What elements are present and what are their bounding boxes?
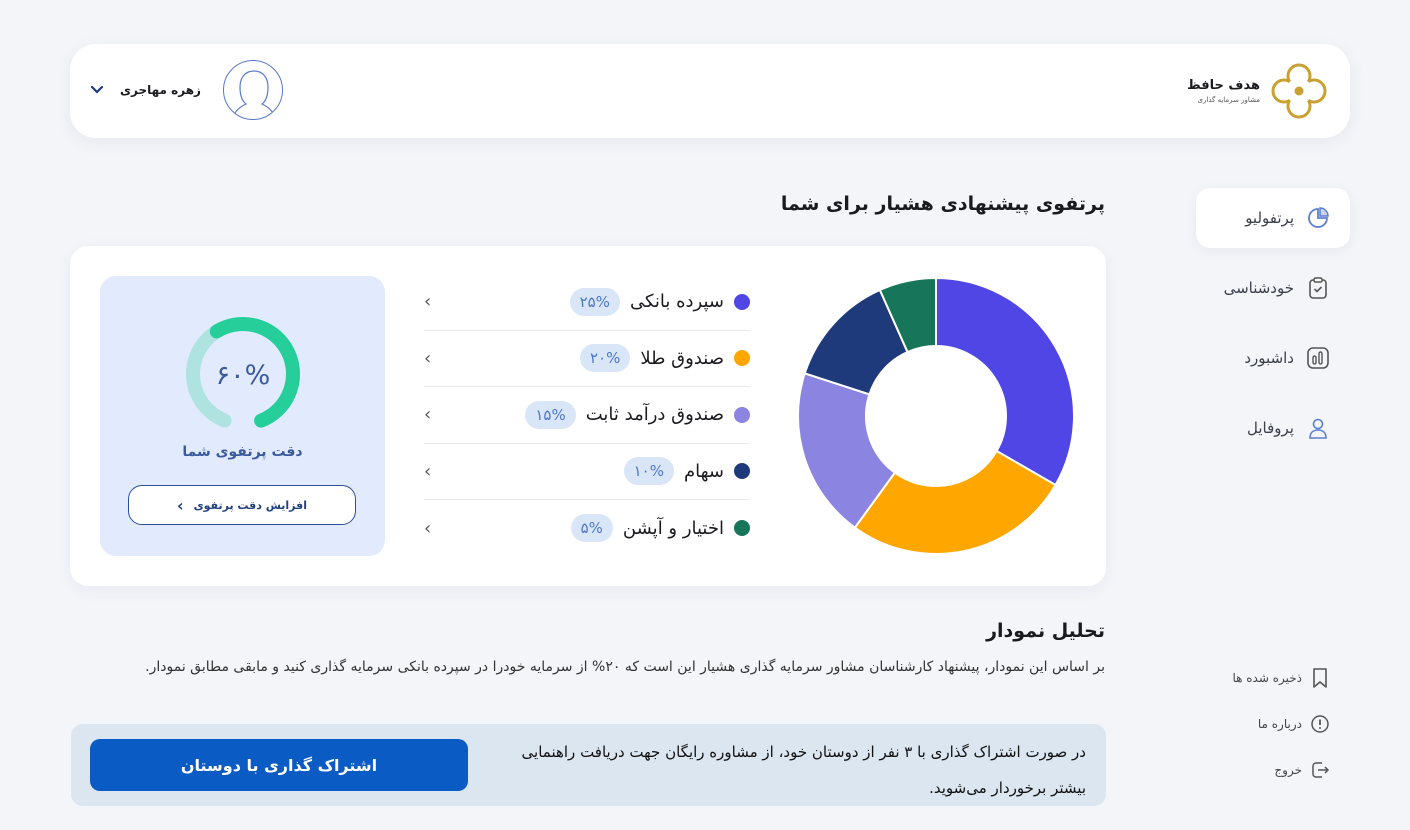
brand-logo[interactable]: هدف حافظ مشاور سرمایه گذاری [1187, 62, 1328, 120]
sidebar-item-label: خودشناسی [1223, 279, 1294, 297]
analysis-title: تحلیل نمودار [986, 620, 1105, 642]
top-header: هدف حافظ مشاور سرمایه گذاری زهره مهاجری [70, 44, 1350, 138]
legend-percent: ۵% [570, 514, 613, 543]
portfolio-pie-chart [797, 276, 1075, 555]
sidebar-item-profile[interactable]: پروفایل [1196, 398, 1350, 458]
sidebar-item-label: داشبورد [1244, 349, 1294, 367]
chevron-down-icon[interactable] [90, 85, 104, 95]
bookmark-icon [1313, 668, 1327, 688]
sidebar-item-label: پرتفولیو [1245, 209, 1294, 227]
sidebar-item-label: ذخیره شده ها [1232, 671, 1302, 685]
user-icon [1309, 418, 1327, 439]
share-with-friends-button[interactable]: اشتراک گذاری با دوستان [90, 739, 468, 791]
chevron-left-icon[interactable]: ‹ [424, 347, 432, 369]
user-menu[interactable]: زهره مهاجری [90, 60, 283, 120]
sidebar-item-portfolio[interactable]: پرتفولیو [1196, 188, 1350, 248]
bar-chart-icon [1307, 347, 1329, 369]
analysis-text: بر اساس این نمودار، پیشنهاد کارشناسان مش… [145, 659, 1105, 675]
legend-percent: ۲۰% [580, 344, 631, 373]
accuracy-card: ۶۰% دقت پرتفوی شما ‹ افزایش دقت پرتفوی [100, 276, 385, 556]
legend-dot [734, 463, 750, 480]
legend-label: سهام [683, 460, 724, 482]
legend-row[interactable]: ‹ ۲۰% صندوق طلا [424, 331, 750, 387]
sidebar-item-dashboard[interactable]: داشبورد [1196, 328, 1350, 388]
brand-text: هدف حافظ مشاور سرمایه گذاری [1187, 79, 1260, 104]
portfolio-card: ‹ ۲۵% سپرده بانکی ‹ ۲۰% صندوق طلا ‹ ۱۵% … [70, 246, 1106, 586]
legend-dot [734, 350, 750, 367]
sidebar-item-label: درباره ما [1257, 717, 1302, 731]
user-name: زهره مهاجری [120, 83, 201, 97]
brand-name: هدف حافظ [1187, 77, 1260, 93]
legend-label: اختیار و آپشن [622, 517, 724, 539]
pie-slice-2[interactable] [797, 372, 897, 530]
pie-slice-4[interactable] [878, 276, 937, 354]
sidebar: پرتفولیو خودشناسی داشبورد پروفایل [1196, 188, 1350, 468]
legend-dot [734, 293, 750, 310]
sidebar-item-about[interactable]: درباره ما [1196, 701, 1336, 747]
portfolio-legend: ‹ ۲۵% سپرده بانکی ‹ ۲۰% صندوق طلا ‹ ۱۵% … [424, 274, 750, 557]
sidebar-item-logout[interactable]: خروج [1196, 747, 1336, 793]
share-banner: در صورت اشتراک گذاری با ۳ نفر از دوستان … [71, 724, 1106, 806]
legend-row[interactable]: ‹ ۱۵% صندوق درآمد ثابت [424, 387, 750, 444]
increase-accuracy-label: افزایش دقت پرتفوی [193, 498, 307, 512]
legend-row[interactable]: ‹ ۱۰% سهام [424, 444, 750, 500]
banner-text: در صورت اشتراک گذاری با ۳ نفر از دوستان … [521, 743, 1086, 797]
chevron-left-icon[interactable]: ‹ [424, 291, 432, 313]
user-avatar-icon [231, 70, 277, 119]
chevron-left-icon[interactable]: ‹ [424, 517, 432, 539]
sidebar-item-label: خروج [1274, 763, 1302, 777]
chevron-left-icon[interactable]: ‹ [424, 460, 432, 482]
accuracy-label: دقت پرتفوی شما [182, 444, 303, 460]
sidebar-item-label: پروفایل [1247, 419, 1294, 437]
legend-percent: ۱۵% [525, 400, 576, 429]
legend-row[interactable]: ‹ ۲۵% سپرده بانکی [424, 274, 750, 331]
increase-accuracy-button[interactable]: ‹ افزایش دقت پرتفوی [128, 485, 356, 525]
legend-label: صندوق طلا [640, 347, 724, 369]
pie-slice-0[interactable] [935, 276, 1075, 487]
sidebar-item-saved[interactable]: ذخیره شده ها [1196, 655, 1336, 701]
legend-percent: ۱۰% [623, 457, 674, 486]
chevron-left-icon[interactable]: ‹ [424, 404, 432, 426]
clipboard-check-icon [1309, 277, 1327, 299]
legend-label: سپرده بانکی [629, 291, 724, 313]
legend-label: صندوق درآمد ثابت [585, 404, 724, 426]
brand-tagline: مشاور سرمایه گذاری [1197, 95, 1260, 104]
legend-row[interactable]: ‹ ۵% اختیار و آپشن [424, 500, 750, 557]
flower-logo-icon [1271, 63, 1327, 119]
legend-percent: ۲۵% [569, 287, 620, 316]
sidebar-secondary: ذخیره شده ها درباره ما خروج [1196, 655, 1336, 793]
avatar[interactable] [222, 60, 283, 120]
pie-chart-icon [1308, 207, 1329, 228]
chevron-left-icon: ‹ [176, 495, 184, 515]
accuracy-value: ۶۰% [216, 360, 271, 391]
portfolio-title: پرتفوی پیشنهادی هشیار برای شما [780, 193, 1105, 215]
legend-dot [734, 406, 750, 423]
legend-dot [734, 520, 750, 537]
logout-icon [1312, 762, 1330, 778]
info-icon [1311, 715, 1329, 733]
accuracy-gauge: ۶۰% [186, 317, 300, 431]
pie-slice-1[interactable] [853, 449, 1057, 555]
sidebar-item-self-assessment[interactable]: خودشناسی [1196, 258, 1350, 318]
